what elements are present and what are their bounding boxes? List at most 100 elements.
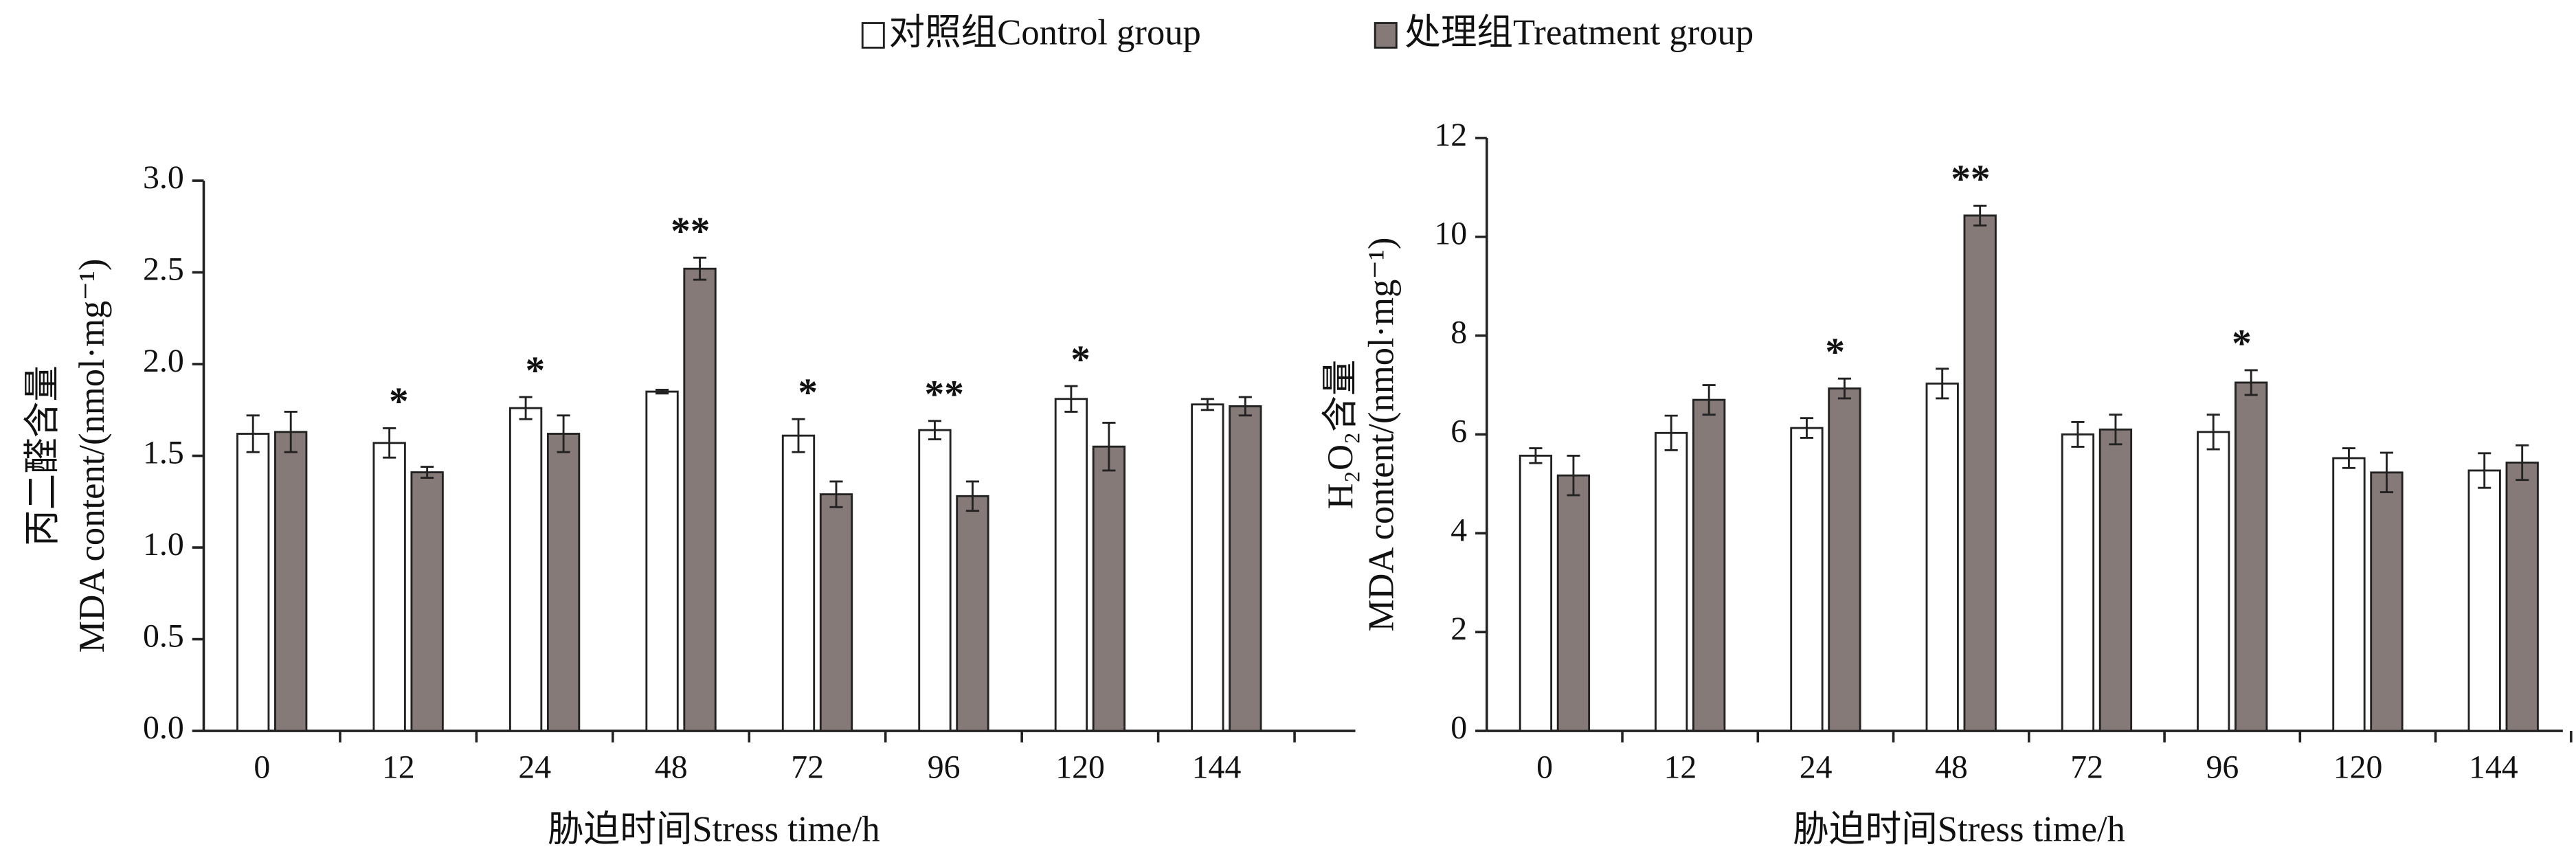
- x-tick-label: 48: [655, 749, 688, 785]
- y-tick-label: 2.5: [143, 251, 184, 288]
- bar: [410, 471, 444, 732]
- error-bar: [1837, 377, 1851, 400]
- legend-text: 处理组Treatment group: [1404, 13, 1754, 53]
- bar: [2505, 462, 2539, 732]
- y-tick-label: 0: [1451, 710, 1467, 746]
- x-axis-title: 胁迫时间Stress time/h: [548, 809, 880, 849]
- bar: [683, 267, 717, 732]
- error-bar: [965, 480, 980, 512]
- bar: [2098, 428, 2133, 732]
- bar: [274, 431, 308, 732]
- x-tick-label: 72: [2070, 749, 2103, 785]
- bar: [1092, 445, 1126, 732]
- bar: [1519, 454, 1553, 732]
- x-axis-title: 胁迫时间Stress time/h: [1793, 809, 2125, 849]
- error-bar: [284, 411, 298, 453]
- bar: [1692, 398, 1726, 732]
- bar: [1790, 427, 1824, 732]
- y-tick-label: 0.0: [143, 710, 184, 746]
- error-bar: [1936, 367, 1949, 400]
- y-tick-label: 0.5: [143, 618, 184, 654]
- bar: [1054, 398, 1088, 732]
- y-tick-label: 1.0: [143, 526, 184, 563]
- error-bar: [1200, 398, 1214, 411]
- significance-label: *: [389, 380, 409, 423]
- error-bar: [2071, 421, 2085, 448]
- bar: [2061, 433, 2095, 732]
- significance-label: *: [1825, 330, 1845, 374]
- bar: [1925, 382, 1959, 732]
- error-bar: [519, 396, 533, 420]
- x-tick-label: 96: [928, 749, 961, 785]
- significance-label: **: [671, 210, 710, 253]
- error-bar: [2342, 447, 2356, 469]
- x-tick-label: 0: [1536, 749, 1553, 785]
- y-tick-label: 2: [1451, 611, 1467, 647]
- significance-label: **: [1951, 157, 1990, 201]
- bar: [1828, 387, 1861, 732]
- error-bar: [1973, 204, 1987, 227]
- bar: [2467, 469, 2501, 732]
- error-bar: [2478, 452, 2491, 489]
- error-bar: [2109, 414, 2123, 446]
- x-tick-label: 24: [1800, 749, 1833, 785]
- error-bar: [2244, 369, 2258, 396]
- error-bar: [829, 480, 843, 508]
- legend-swatch: [861, 22, 885, 49]
- error-bar: [421, 466, 434, 479]
- error-bar: [557, 414, 570, 453]
- bar: [918, 429, 952, 732]
- significance-label: **: [925, 373, 964, 416]
- bar: [236, 433, 270, 732]
- x-tick-label: 72: [791, 749, 824, 785]
- y-tick-label: 12: [1434, 117, 1467, 153]
- error-bar: [246, 414, 260, 453]
- bar: [1655, 431, 1688, 732]
- error-bar: [1567, 454, 1580, 497]
- x-tick-label: 96: [2206, 749, 2239, 785]
- error-bar: [1064, 385, 1078, 413]
- error-bar: [693, 256, 707, 281]
- significance-label: *: [2232, 322, 2252, 365]
- y-axis-title: MDA content/(nmol·mg⁻¹): [1362, 238, 1402, 632]
- bar: [2235, 381, 2268, 732]
- error-bar: [1238, 396, 1252, 417]
- bar: [781, 434, 816, 732]
- bar: [819, 493, 853, 732]
- x-tick-label: 48: [1935, 749, 1968, 785]
- bar: [508, 407, 543, 732]
- error-bar: [2516, 444, 2529, 482]
- significance-label: *: [1071, 338, 1090, 381]
- bar: [546, 433, 581, 732]
- legend-text: 对照组Control group: [889, 13, 1201, 53]
- error-bar: [928, 420, 942, 440]
- error-bar: [1529, 447, 1543, 464]
- y-axis-title: 丙二醛含量: [23, 365, 63, 546]
- y-tick-label: 1.5: [143, 435, 184, 471]
- y-tick-label: 8: [1451, 315, 1467, 351]
- y-tick-label: 3.0: [143, 159, 184, 196]
- error-bar: [792, 418, 805, 453]
- legend-swatch: [1374, 22, 1398, 49]
- x-tick-label: 24: [518, 749, 551, 785]
- y-tick-label: 4: [1451, 512, 1467, 548]
- bar: [2197, 431, 2230, 732]
- error-bar: [1702, 384, 1716, 416]
- bar: [1229, 405, 1262, 732]
- x-tick-label: 144: [1192, 749, 1242, 785]
- bar: [1963, 214, 1997, 732]
- error-bar: [655, 388, 669, 395]
- x-tick-label: 120: [2333, 749, 2383, 785]
- x-tick-label: 120: [1055, 749, 1105, 785]
- error-bar: [383, 427, 396, 459]
- bar: [956, 495, 989, 732]
- error-bar: [1664, 414, 1678, 451]
- bar: [645, 390, 679, 732]
- significance-label: *: [798, 371, 818, 414]
- y-axis-title: MDA content/(nmol·mg⁻¹): [72, 259, 112, 653]
- significance-label: *: [526, 349, 546, 392]
- bar: [1191, 403, 1224, 732]
- error-bar: [2206, 414, 2220, 451]
- x-tick-label: 12: [382, 749, 415, 785]
